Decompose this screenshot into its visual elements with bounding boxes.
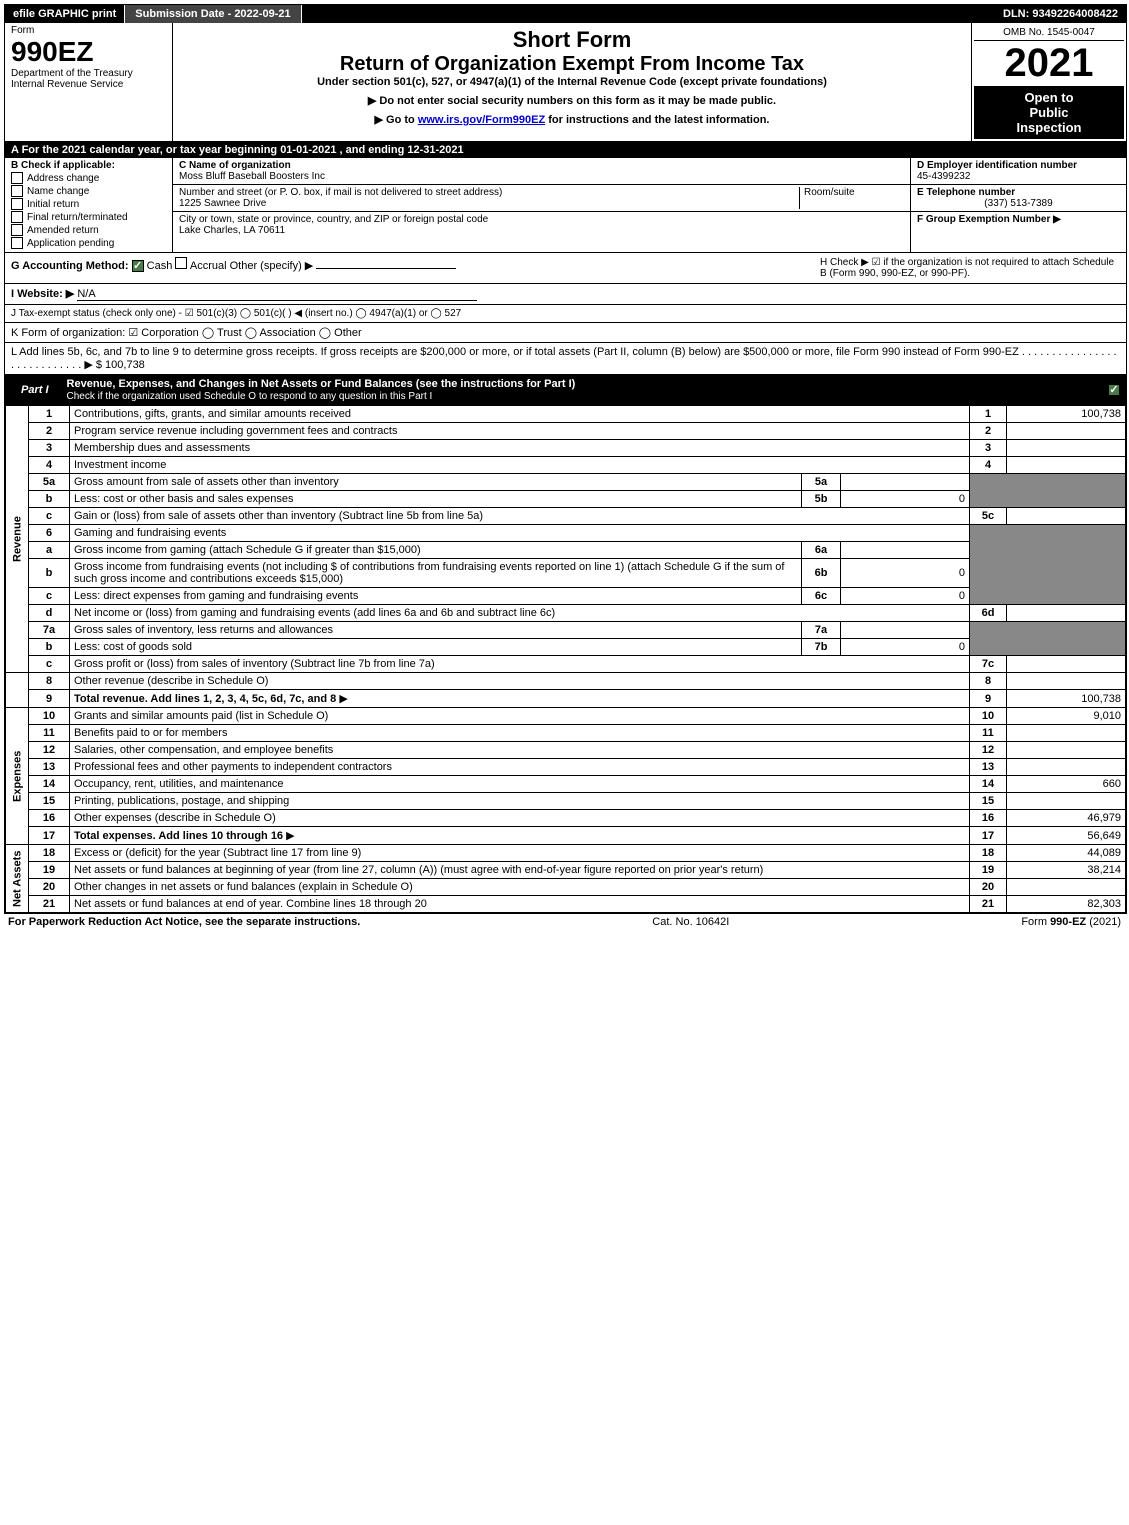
goto-link[interactable]: ▶ Go to www.irs.gov/Form990EZ for instru… [177, 113, 967, 126]
row-k: K Form of organization: ☑ Corporation ◯ … [5, 323, 1126, 343]
irs-label: Internal Revenue Service [11, 79, 166, 90]
part-i-table: Revenue 1 Contributions, gifts, grants, … [5, 405, 1126, 913]
row-a-tax-year: A For the 2021 calendar year, or tax yea… [5, 142, 1126, 158]
irs-link[interactable]: www.irs.gov/Form990EZ [418, 114, 545, 126]
row-j: J Tax-exempt status (check only one) - ☑… [5, 305, 1126, 323]
header-center: Short Form Return of Organization Exempt… [173, 23, 972, 141]
checkbox-cash[interactable]: ✓ [132, 260, 144, 272]
website-value: N/A [77, 288, 477, 301]
dept-treasury: Department of the Treasury [11, 68, 166, 79]
row-i: I Website: ▶ N/A [5, 284, 1126, 305]
section-bcdef: B Check if applicable: Address change Na… [5, 158, 1126, 253]
checkbox-final-return[interactable] [11, 211, 23, 223]
topbar: efile GRAPHIC print Submission Date - 20… [5, 5, 1126, 23]
short-form-label: Short Form [177, 27, 967, 53]
checkbox-initial-return[interactable] [11, 198, 23, 210]
col-c-org-info: C Name of organization Moss Bluff Baseba… [173, 158, 911, 252]
part-i-label: Part I [11, 382, 59, 398]
footer-right: Form 990-EZ (2021) [1021, 916, 1121, 928]
header-left: Form 990EZ Department of the Treasury In… [5, 23, 173, 141]
footer-left: For Paperwork Reduction Act Notice, see … [8, 916, 360, 928]
form-word: Form [11, 25, 166, 36]
city-value: Lake Charles, LA 70611 [179, 225, 285, 236]
no-ssn: ▶ Do not enter social security numbers o… [177, 94, 967, 107]
submission-date: Submission Date - 2022-09-21 [125, 5, 301, 23]
checkbox-amended-return[interactable] [11, 224, 23, 236]
omb-number: OMB No. 1545-0047 [974, 25, 1124, 41]
line-9-amount: 100,738 [1007, 690, 1126, 708]
dln: DLN: 93492264008422 [995, 5, 1126, 23]
expenses-sidelabel: Expenses [6, 708, 29, 845]
tax-year: 2021 [974, 41, 1124, 86]
d-label: D Employer identification number [917, 160, 1120, 171]
e-label: E Telephone number [917, 187, 1120, 198]
part-i-title: Revenue, Expenses, and Changes in Net As… [67, 378, 576, 390]
col-def: D Employer identification number 45-4399… [911, 158, 1126, 252]
form-header: Form 990EZ Department of the Treasury In… [5, 23, 1126, 142]
under-section: Under section 501(c), 527, or 4947(a)(1)… [177, 76, 967, 88]
room-label: Room/suite [804, 187, 855, 198]
form-number: 990EZ [11, 36, 166, 68]
open-public: Open to Public Inspection [974, 86, 1124, 139]
street-value: 1225 Sawnee Drive [179, 198, 266, 209]
line-1-amount: 100,738 [1007, 406, 1126, 423]
efile-print[interactable]: efile GRAPHIC print [5, 5, 125, 23]
org-name: Moss Bluff Baseball Boosters Inc [179, 171, 325, 182]
ein-value: 45-4399232 [917, 171, 1120, 182]
city-label: City or town, state or province, country… [179, 214, 488, 225]
col-b-checkboxes: B Check if applicable: Address change Na… [5, 158, 173, 252]
checkbox-accrual[interactable] [175, 257, 187, 269]
row-l: L Add lines 5b, 6c, and 7b to line 9 to … [5, 343, 1126, 375]
checkbox-name-change[interactable] [11, 185, 23, 197]
schedule-o-check[interactable]: ✓ [1108, 384, 1120, 396]
checkbox-app-pending[interactable] [11, 237, 23, 249]
i-label: I Website: ▶ [11, 288, 74, 300]
part-i-sub: Check if the organization used Schedule … [67, 391, 433, 402]
checkbox-address-change[interactable] [11, 172, 23, 184]
revenue-sidelabel: Revenue [6, 406, 29, 673]
h-text: H Check ▶ ☑ if the organization is not r… [820, 257, 1120, 279]
street-label: Number and street (or P. O. box, if mail… [179, 187, 502, 198]
f-label: F Group Exemption Number ▶ [917, 214, 1120, 225]
footer-center: Cat. No. 10642I [652, 916, 729, 928]
b-label: B Check if applicable: [11, 160, 166, 171]
g-label: G Accounting Method: [11, 260, 129, 272]
netassets-sidelabel: Net Assets [6, 845, 29, 913]
phone-value: (337) 513-7389 [917, 198, 1120, 209]
return-title: Return of Organization Exempt From Incom… [177, 53, 967, 76]
part-i-header: Part I Revenue, Expenses, and Changes in… [5, 375, 1126, 405]
header-right: OMB No. 1545-0047 2021 Open to Public In… [972, 23, 1126, 141]
form-990ez: efile GRAPHIC print Submission Date - 20… [4, 4, 1127, 914]
row-g: G Accounting Method: ✓ Cash Accrual Othe… [5, 253, 1126, 284]
footer: For Paperwork Reduction Act Notice, see … [4, 914, 1125, 930]
c-name-label: C Name of organization [179, 160, 291, 171]
